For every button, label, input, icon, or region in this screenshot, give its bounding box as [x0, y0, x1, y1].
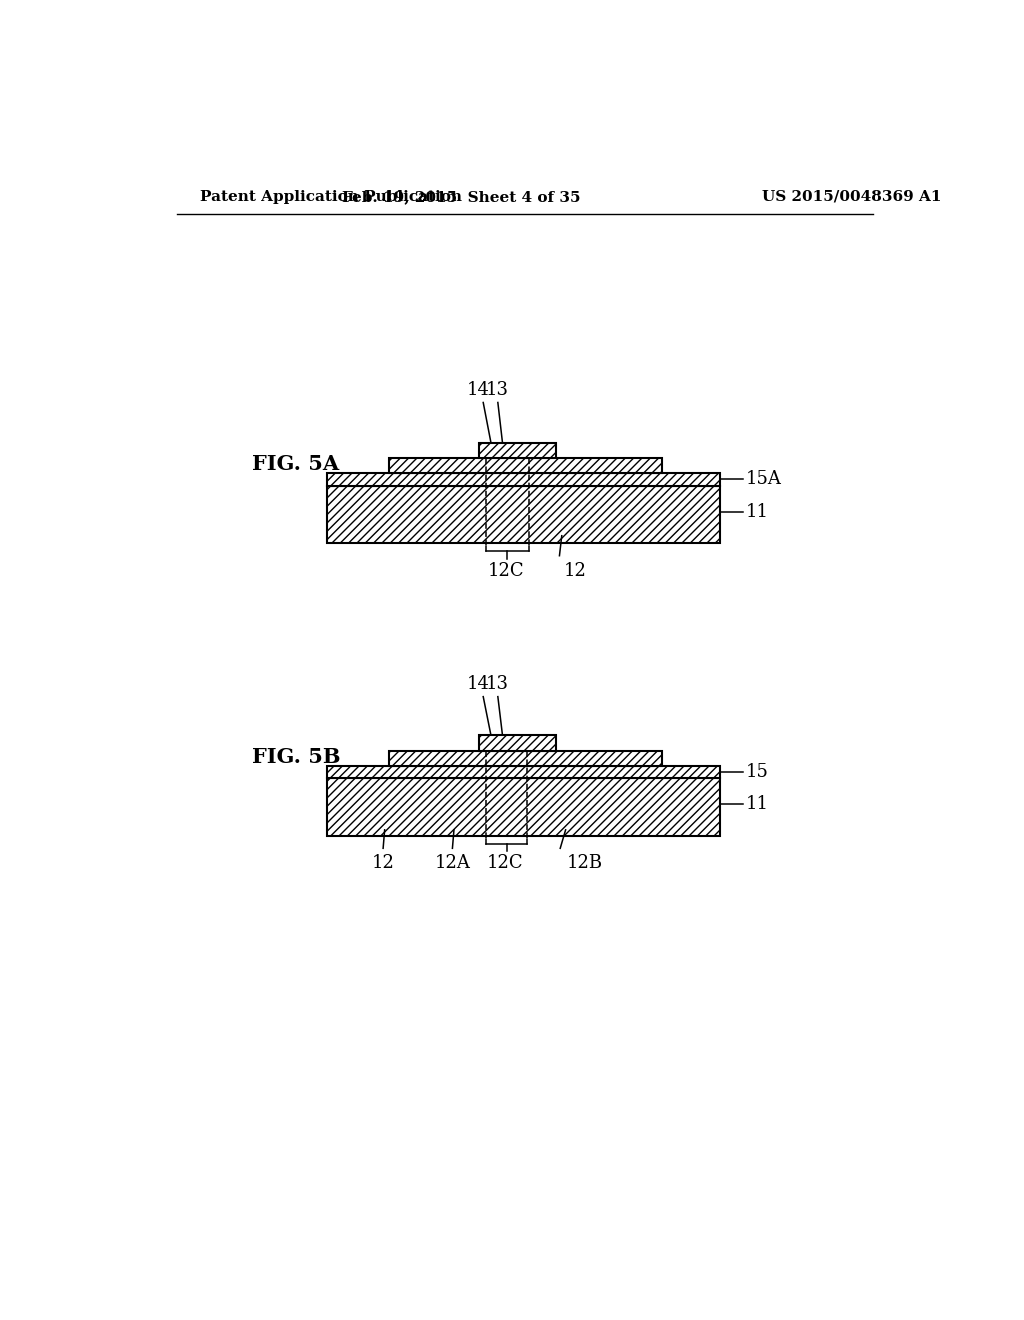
Text: 12C: 12C — [486, 854, 523, 873]
Bar — [327, 486, 720, 544]
Bar — [327, 474, 720, 486]
Text: FIG. 5A: FIG. 5A — [252, 454, 339, 474]
Bar — [327, 779, 720, 836]
Text: 15: 15 — [745, 763, 769, 781]
Text: Feb. 19, 2015  Sheet 4 of 35: Feb. 19, 2015 Sheet 4 of 35 — [342, 190, 581, 203]
Text: 13: 13 — [485, 380, 509, 399]
Text: 14: 14 — [467, 675, 490, 693]
Bar — [388, 751, 662, 766]
Bar — [388, 458, 662, 474]
Text: 12: 12 — [564, 562, 587, 579]
Text: 12B: 12B — [567, 854, 603, 873]
Text: US 2015/0048369 A1: US 2015/0048369 A1 — [762, 190, 941, 203]
Text: Patent Application Publication: Patent Application Publication — [200, 190, 462, 203]
Bar — [327, 766, 720, 779]
Text: 12: 12 — [372, 854, 394, 873]
Text: FIG. 5B: FIG. 5B — [252, 747, 341, 767]
Text: 12C: 12C — [487, 562, 524, 579]
Bar — [478, 442, 556, 458]
Text: 12A: 12A — [434, 854, 470, 873]
Bar — [478, 735, 556, 751]
Text: 15A: 15A — [745, 470, 781, 488]
Text: 11: 11 — [745, 503, 769, 520]
Text: 14: 14 — [467, 380, 490, 399]
Text: 11: 11 — [745, 795, 769, 813]
Text: 13: 13 — [485, 675, 509, 693]
